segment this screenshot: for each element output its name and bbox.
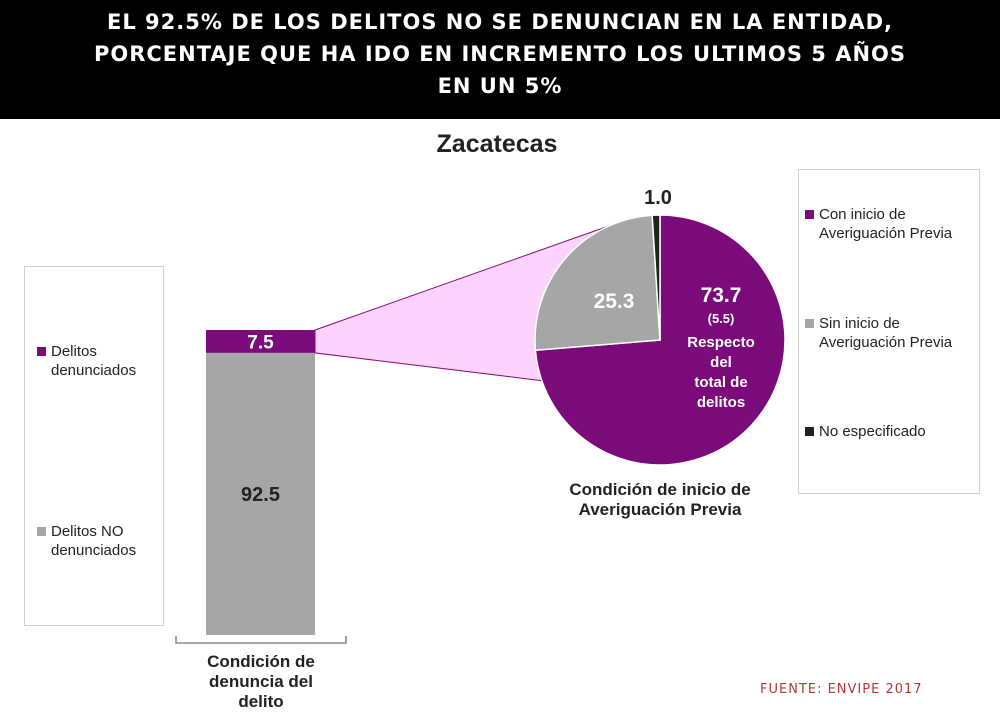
- legend-label-line: Averiguación Previa: [819, 225, 953, 242]
- pie-slice-2: [651, 214, 661, 341]
- chart-title: Zacatecas: [436, 130, 558, 158]
- headline-banner: EL 92.5% DE LOS DELITOS NO SE DENUNCIAN …: [0, 0, 1000, 119]
- pie-data-label: del: [710, 354, 732, 371]
- bar-category-label: Condición de denuncia del delito: [176, 652, 346, 712]
- bar-segment-denunciados: [206, 330, 315, 353]
- pie-data-label: 25.3: [594, 290, 635, 313]
- legend-label-line: denunciados: [51, 542, 137, 559]
- category-label-line: denuncia del: [209, 672, 313, 691]
- headline-line-3: EN UN 5%: [437, 74, 563, 98]
- headline-line-2: PORCENTAJE QUE HA IDO EN INCREMENTO LOS …: [93, 42, 907, 66]
- bar-legend: Delitos denunciados Delitos NO denunciad…: [24, 266, 164, 626]
- pie-data-label: 1.0: [644, 187, 672, 209]
- legend-label-line: Averiguación Previa: [819, 334, 953, 351]
- legend-swatch-purple: [805, 210, 814, 219]
- pie-data-label: delitos: [697, 394, 745, 411]
- legend-label-line: Con inicio de: [819, 206, 906, 223]
- source-note: FUENTE: ENVIPE 2017: [760, 682, 923, 697]
- pie-slice-1: [534, 214, 661, 352]
- pie-data-label: total de: [694, 374, 747, 391]
- category-label-line: delito: [238, 692, 284, 711]
- legend-label-line: No especificado: [819, 423, 926, 440]
- headline-line-1: EL 92.5% DE LOS DELITOS NO SE DENUNCIAN …: [107, 10, 893, 34]
- legend-label-line: denunciados: [51, 362, 137, 379]
- pie-legend: Con inicio de Averiguación Previa Sin in…: [798, 169, 980, 494]
- bar-data-label: 92.5: [241, 484, 280, 506]
- pie-caption-line: Condición de inicio de: [569, 480, 751, 499]
- pie-data-label: 73.7: [701, 284, 742, 307]
- legend-label-line: Delitos NO: [51, 523, 124, 540]
- legend-label-line: Delitos: [51, 343, 97, 360]
- pie-data-label: Respecto: [687, 334, 755, 351]
- bar-data-label: 7.5: [247, 332, 274, 353]
- legend-label-line: Sin inicio de: [819, 315, 900, 332]
- pie-caption: Condición de inicio de Averiguación Prev…: [540, 480, 780, 520]
- pie-data-label: (5.5): [708, 311, 735, 326]
- legend-swatch-gray: [37, 527, 46, 536]
- legend-swatch-gray: [805, 319, 814, 328]
- pie-caption-line: Averiguación Previa: [578, 500, 742, 519]
- bar-segment-no-denunciados: [206, 352, 315, 635]
- legend-swatch-black: [805, 427, 814, 436]
- legend-swatch-purple: [37, 347, 46, 356]
- bar-axis-line: [175, 636, 347, 644]
- category-label-line: Condición de: [207, 652, 315, 671]
